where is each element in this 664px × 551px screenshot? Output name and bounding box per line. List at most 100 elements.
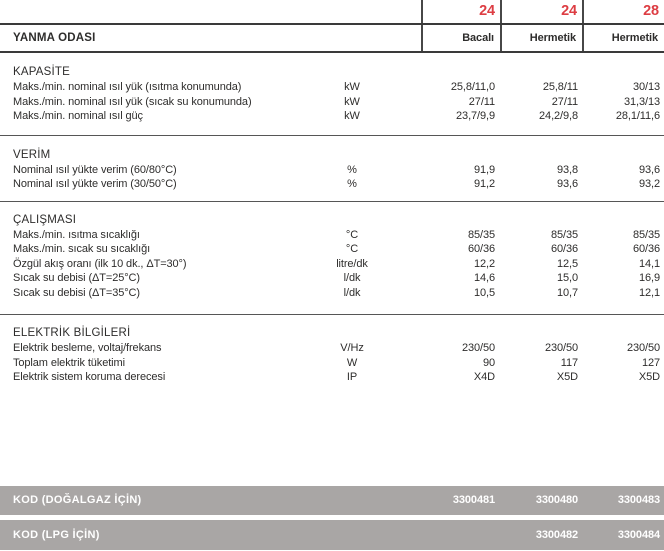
row-unit: l/dk — [343, 286, 361, 299]
blank-area — [0, 385, 664, 486]
row-value-col3: 60/36 — [632, 243, 660, 255]
row-value-col2: 117 — [560, 356, 578, 369]
row-value-col2: 93,8 — [556, 163, 578, 176]
row-unit: °C — [345, 228, 359, 241]
row-value-col1: 10,5 — [473, 286, 495, 299]
spec-section: ELEKTRİK BİLGİLERİ Elektrik besleme, volt… — [0, 315, 664, 385]
section-title: KAPASİTE — [13, 66, 70, 78]
row-unit: kW — [344, 95, 360, 108]
row-value-col2: 27/11 — [551, 95, 578, 108]
type-bacali: Bacalı — [462, 32, 494, 44]
code-bar-value-col3: 3300483 — [617, 493, 660, 506]
row-value-col2: 10,7 — [556, 286, 578, 299]
spec-row: Özgül akış oranı (ilk 10 dk., ΔT=30°) lit… — [0, 257, 664, 272]
row-value-col1: 60/36 — [467, 243, 495, 255]
row-label: Elektrik besleme, voltaj/frekans — [13, 342, 162, 354]
row-label: Sıcak su debisi (ΔT=25°C) — [13, 272, 140, 284]
row-unit: l/dk — [343, 272, 361, 284]
row-unit: litre/dk — [336, 257, 368, 270]
spec-row: Sıcak su debisi (ΔT=25°C) l/dk 14,6 15,0 16,… — [0, 271, 664, 286]
row-unit: % — [347, 163, 357, 176]
column-divider — [582, 0, 584, 53]
spec-row: Maks./min. nominal ısıl güç kW 23,7/9,9 24,… — [0, 109, 664, 124]
section-title: VERİM — [13, 148, 51, 161]
row-value-col3: 30/13 — [632, 81, 660, 93]
row-value-col3: 28,1/11,6 — [615, 110, 660, 122]
spec-row: Toplam elektrik tüketimi W 90 117 127 — [0, 356, 664, 371]
row-value-col2: X5D — [556, 371, 578, 383]
row-value-col1: 91,2 — [473, 178, 495, 190]
model-number-28-hermetik: 28 — [643, 3, 659, 19]
model-number-24-bacali: 24 — [479, 3, 495, 19]
spec-row: Sıcak su debisi (ΔT=35°C) l/dk 10,5 10,7 12,… — [0, 286, 664, 301]
row-label: Nominal ısıl yükte verim (60/80°C) — [13, 163, 177, 176]
code-bar-value-col2: 3300480 — [535, 493, 578, 506]
model-number-row: 24 24 28 — [0, 0, 664, 25]
combustion-chamber-label: YANMA ODASI — [13, 32, 96, 44]
model-number-24-hermetik: 24 — [561, 3, 577, 19]
row-unit: °C — [345, 243, 359, 255]
row-value-col3: X5D — [638, 371, 660, 383]
spec-row: Maks./min. nominal ısıl yük (sıcak su ko… — [0, 95, 664, 110]
spec-row: Elektrik besleme, voltaj/frekans V/Hz 230/… — [0, 341, 664, 356]
row-value-col2: 230/50 — [544, 342, 578, 354]
code-bar: KOD (LPG İÇİN) 3300482 3300484 — [0, 519, 664, 550]
spec-row: Maks./min. sıcak su sıcaklığı °C 60/36 60/3… — [0, 242, 664, 257]
row-value-col1: 23,7/9,9 — [456, 110, 495, 122]
row-value-col1: X4D — [473, 371, 495, 383]
spec-row: Nominal ısıl yükte verim (60/80°C)% 91,9 9… — [0, 163, 664, 178]
spec-section: ÇALIŞMASI Maks./min. ısıtma sıcaklığı °C 85… — [0, 202, 664, 315]
row-value-col3: 127 — [641, 356, 660, 369]
row-value-col1: 14,6 — [473, 272, 495, 284]
table-header: 24 24 28 YANMA ODASI Bacalı Hermetik Her… — [0, 0, 664, 53]
code-bar-label: KOD (DOĞALGAZ İÇİN) — [13, 493, 142, 506]
row-value-col2: 60/36 — [550, 243, 578, 255]
row-label: Maks./min. nominal ısıl yük (sıcak su ko… — [13, 95, 252, 108]
row-value-col2: 85/35 — [550, 228, 578, 241]
spec-row: Elektrik sistem koruma derecesi IP X4D X5D X… — [0, 370, 664, 385]
row-value-col3: 93,6 — [638, 163, 660, 176]
spec-sections: KAPASİTE Maks./min. nominal ısıl yük (ısı… — [0, 53, 664, 385]
row-label: Toplam elektrik tüketimi — [13, 356, 125, 369]
type-hermetik-1: Hermetik — [529, 32, 576, 44]
row-value-col3: 16,9 — [638, 272, 660, 284]
row-value-col1: 85/35 — [467, 228, 495, 241]
row-label: Maks./min. nominal ısıl yük (ısıtma konu… — [13, 81, 242, 93]
code-bar-label: KOD (LPG İÇİN) — [13, 528, 100, 541]
row-unit: W — [346, 356, 358, 369]
row-value-col3: 31,3/13 — [623, 95, 660, 108]
code-bar-value-col3: 3300484 — [617, 528, 660, 541]
row-value-col3: 12,1 — [638, 286, 660, 299]
row-value-col1: 25,8/11,0 — [450, 81, 495, 93]
row-unit: % — [347, 178, 357, 190]
row-unit: V/Hz — [340, 342, 364, 354]
code-bar-value-col1: 3300481 — [452, 493, 495, 506]
row-value-col1: 12,2 — [473, 257, 495, 270]
spec-row: Nominal ısıl yükte verim (30/50°C)% 91,2 9… — [0, 177, 664, 192]
type-hermetik-2: Hermetik — [611, 32, 658, 44]
row-value-col3: 230/50 — [626, 342, 660, 354]
row-label: Maks./min. nominal ısıl güç — [13, 110, 143, 122]
row-value-col1: 91,9 — [473, 163, 495, 176]
row-label: Nominal ısıl yükte verim (30/50°C) — [13, 178, 177, 190]
row-value-col2: 24,2/9,8 — [539, 110, 578, 122]
row-value-col3: 14,1 — [638, 257, 660, 270]
row-value-col1: 90 — [482, 356, 495, 369]
code-bar: KOD (DOĞALGAZ İÇİN) 3300481 3300480 3300483 — [0, 485, 664, 515]
row-label: Elektrik sistem koruma derecesi — [13, 371, 166, 383]
row-label: Maks./min. ısıtma sıcaklığı — [13, 228, 140, 241]
section-title: ÇALIŞMASI — [13, 213, 77, 226]
row-value-col1: 27/11 — [468, 95, 495, 108]
section-title: ELEKTRİK BİLGİLERİ — [13, 327, 131, 339]
row-label: Özgül akış oranı (ilk 10 dk., ΔT=30°) — [13, 257, 187, 270]
row-unit: IP — [346, 371, 358, 383]
spec-section: KAPASİTE Maks./min. nominal ısıl yük (ısı… — [0, 53, 664, 136]
row-unit: kW — [344, 110, 360, 122]
spec-row: Maks./min. ısıtma sıcaklığı °C 85/35 85/35 8… — [0, 228, 664, 243]
code-bar-value-col2: 3300482 — [535, 528, 578, 541]
column-divider — [500, 0, 502, 53]
spec-section: VERİM Nominal ısıl yükte verim (60/80°C)%… — [0, 136, 664, 202]
row-unit: kW — [344, 81, 360, 93]
row-value-col2: 15,0 — [556, 272, 578, 284]
